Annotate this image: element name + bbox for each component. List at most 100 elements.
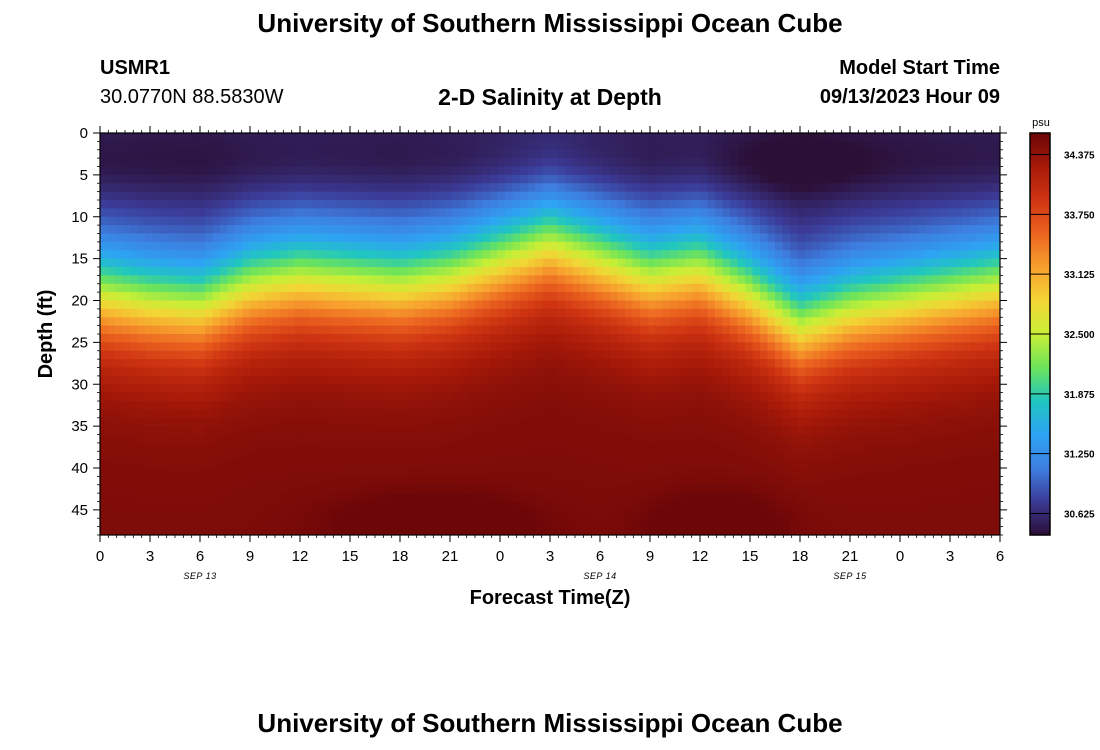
heatmap-cell	[332, 359, 341, 369]
heatmap-cell	[812, 216, 821, 226]
heatmap-cell	[895, 325, 904, 335]
heatmap-cell	[970, 359, 979, 369]
heatmap-cell	[182, 384, 191, 394]
heatmap-cell	[895, 166, 904, 176]
heatmap-cell	[985, 149, 994, 159]
heatmap-cell	[782, 133, 791, 142]
heatmap-cell	[302, 283, 311, 293]
heatmap-cell	[175, 451, 184, 461]
heatmap-cell	[565, 250, 574, 260]
heatmap-cell	[955, 375, 964, 385]
heatmap-cell	[122, 342, 131, 352]
heatmap-cell	[737, 250, 746, 260]
heatmap-cell	[280, 426, 289, 436]
heatmap-cell	[617, 476, 626, 486]
heatmap-cell	[295, 133, 304, 142]
heatmap-cell	[625, 459, 634, 469]
heatmap-cell	[512, 267, 521, 276]
heatmap-cell	[475, 459, 484, 469]
heatmap-cell	[175, 250, 184, 260]
heatmap-cell	[280, 434, 289, 444]
heatmap-cell	[490, 216, 499, 226]
heatmap-cell	[370, 451, 379, 461]
heatmap-cell	[100, 191, 109, 201]
heatmap-cell	[947, 334, 956, 343]
heatmap-cell	[610, 342, 619, 352]
heatmap-cell	[625, 334, 634, 343]
heatmap-cell	[587, 392, 596, 402]
heatmap-cell	[737, 401, 746, 410]
heatmap-cell	[467, 250, 476, 260]
heatmap-cell	[115, 476, 124, 486]
heatmap-cell	[752, 174, 761, 184]
heatmap-cell	[730, 350, 739, 360]
heatmap-cell	[685, 375, 694, 385]
heatmap-cell	[340, 133, 349, 142]
heatmap-cell	[527, 200, 536, 209]
heatmap-cell	[595, 200, 604, 209]
heatmap-cell	[685, 459, 694, 469]
heatmap-cell	[317, 442, 326, 452]
heatmap-cell	[572, 350, 581, 360]
heatmap-cell	[310, 384, 319, 394]
heatmap-cell	[662, 267, 671, 276]
heatmap-cell	[917, 158, 926, 168]
heatmap-cell	[902, 300, 911, 310]
heatmap-cell	[947, 183, 956, 193]
heatmap-cell	[940, 317, 949, 327]
heatmap-cell	[520, 166, 529, 176]
heatmap-cell	[850, 141, 859, 151]
heatmap-cell	[715, 308, 724, 318]
heatmap-cell	[137, 434, 146, 444]
heatmap-cell	[152, 233, 161, 243]
heatmap-cell	[385, 241, 394, 251]
heatmap-cell	[662, 367, 671, 377]
heatmap-cell	[115, 258, 124, 268]
heatmap-cell	[797, 317, 806, 327]
heatmap-cell	[235, 392, 244, 402]
heatmap-cell	[977, 317, 986, 327]
heatmap-cell	[227, 434, 236, 444]
heatmap-cell	[587, 191, 596, 201]
heatmap-cell	[887, 459, 896, 469]
heatmap-cell	[947, 317, 956, 327]
heatmap-cell	[332, 476, 341, 486]
heatmap-cell	[692, 308, 701, 318]
heatmap-cell	[962, 401, 971, 410]
heatmap-cell	[565, 133, 574, 142]
heatmap-cell	[175, 191, 184, 201]
heatmap-cell	[857, 300, 866, 310]
heatmap-cell	[287, 325, 296, 335]
heatmap-cell	[595, 149, 604, 159]
heatmap-cell	[895, 375, 904, 385]
heatmap-cell	[497, 375, 506, 385]
heatmap-cell	[400, 317, 409, 327]
heatmap-cell	[812, 325, 821, 335]
heatmap-cell	[370, 417, 379, 427]
heatmap-cell	[295, 158, 304, 168]
heatmap-cell	[745, 275, 754, 285]
heatmap-cell	[220, 166, 229, 176]
heatmap-cell	[895, 342, 904, 352]
heatmap-cell	[925, 317, 934, 327]
heatmap-cell	[640, 275, 649, 285]
heatmap-cell	[272, 359, 281, 369]
heatmap-cell	[295, 216, 304, 226]
heatmap-cell	[197, 442, 206, 452]
heatmap-cell	[685, 233, 694, 243]
heatmap-cell	[880, 225, 889, 235]
heatmap-cell	[970, 350, 979, 360]
heatmap-cell	[655, 375, 664, 385]
heatmap-cell	[962, 241, 971, 251]
heatmap-cell	[775, 426, 784, 436]
heatmap-cell	[737, 241, 746, 251]
heatmap-cell	[362, 292, 371, 302]
heatmap-cell	[872, 451, 881, 461]
heatmap-cell	[662, 208, 671, 218]
heatmap-cell	[797, 300, 806, 310]
heatmap-cell	[385, 200, 394, 209]
heatmap-cell	[100, 350, 109, 360]
heatmap-cell	[167, 375, 176, 385]
heatmap-cell	[400, 342, 409, 352]
heatmap-cell	[182, 334, 191, 343]
